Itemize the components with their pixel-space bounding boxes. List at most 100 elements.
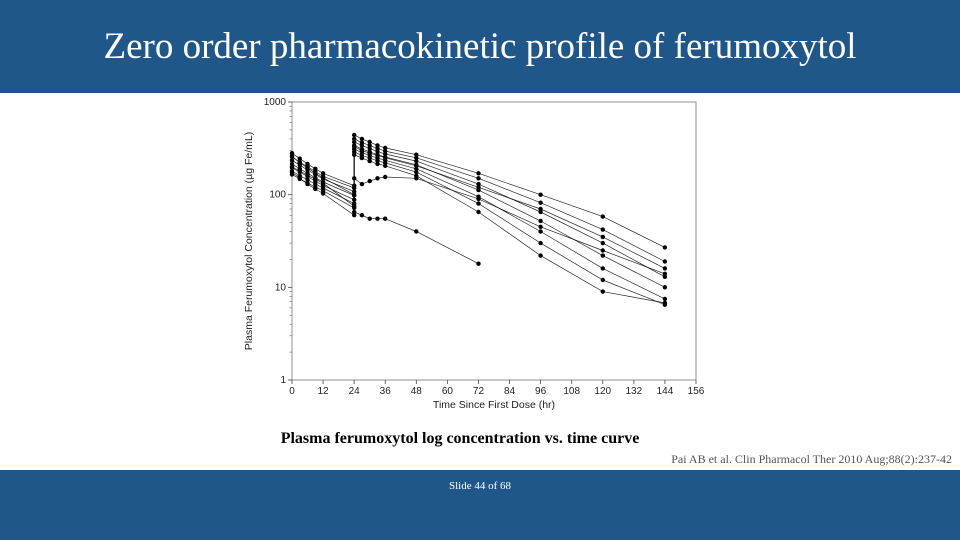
data-point xyxy=(320,191,326,196)
data-point xyxy=(538,253,543,258)
data-point xyxy=(359,143,365,148)
data-point xyxy=(367,158,372,164)
data-point xyxy=(662,266,668,271)
data-point xyxy=(414,158,419,164)
data-point xyxy=(538,206,543,212)
data-point xyxy=(414,155,419,160)
data-point xyxy=(297,160,302,166)
x-tick-label: 144 xyxy=(657,386,674,397)
series-line-2 xyxy=(291,138,666,262)
data-point xyxy=(375,158,380,163)
data-point xyxy=(383,163,388,168)
data-point xyxy=(297,176,302,181)
data-point xyxy=(289,164,295,169)
data-point xyxy=(476,181,481,187)
data-point xyxy=(414,152,419,157)
chart-container: 0 12 24 36 48 60 72 84 96 108 120 132 144 156 1 10 100 10… xyxy=(236,94,706,424)
data-point xyxy=(538,218,543,224)
data-point xyxy=(352,213,357,218)
y-axis-label: Plasma Ferumoxytol Concentration (µg Fe/… xyxy=(243,132,255,350)
data-point xyxy=(359,136,365,142)
data-point xyxy=(359,181,365,187)
data-point xyxy=(414,169,419,175)
data-point xyxy=(476,196,481,202)
x-tick-label: 72 xyxy=(473,386,485,397)
data-point xyxy=(383,174,388,180)
data-point xyxy=(375,149,380,154)
data-point xyxy=(600,214,605,219)
data-point xyxy=(305,165,310,170)
data-point xyxy=(320,175,326,180)
data-point xyxy=(414,163,419,168)
data-point xyxy=(662,259,668,264)
data-point xyxy=(289,169,295,175)
data-point xyxy=(662,285,668,290)
data-point xyxy=(600,253,605,258)
data-point xyxy=(375,153,380,158)
data-point xyxy=(414,229,419,234)
data-point xyxy=(600,248,605,253)
y-tick-label: 10 xyxy=(275,282,287,293)
data-point xyxy=(414,176,419,181)
data-point xyxy=(352,144,357,149)
data-point xyxy=(297,156,302,161)
data-point xyxy=(352,176,357,181)
data-point xyxy=(600,227,605,232)
chart-caption: Plasma ferumoxytol log concentration vs.… xyxy=(280,430,640,447)
data-point xyxy=(538,240,543,246)
data-point xyxy=(476,171,481,176)
x-tick-label: 120 xyxy=(594,386,611,397)
data-point xyxy=(375,161,380,167)
data-point xyxy=(352,136,357,142)
data-point xyxy=(305,181,310,187)
series-line-1 xyxy=(291,134,666,248)
y-tick-label: 1000 xyxy=(264,97,287,108)
data-point xyxy=(352,204,357,209)
data-point xyxy=(662,300,668,306)
data-point xyxy=(538,200,543,205)
data-point xyxy=(375,143,380,148)
series-line-8 xyxy=(291,146,666,269)
data-point xyxy=(600,277,605,283)
slide-number: Slide 44 of 68 xyxy=(448,480,512,492)
x-tick-label: 132 xyxy=(626,386,643,397)
data-point xyxy=(289,154,295,159)
data-point xyxy=(476,185,481,190)
data-point xyxy=(367,143,372,148)
data-point xyxy=(600,240,605,246)
data-point xyxy=(375,176,380,181)
data-point xyxy=(662,271,668,276)
x-tick-label: 12 xyxy=(318,386,330,397)
x-tick-label: 96 xyxy=(535,386,547,397)
data-point xyxy=(367,178,372,184)
series-line-9 xyxy=(291,166,666,275)
x-tick-label: 108 xyxy=(563,386,580,397)
data-point xyxy=(359,213,365,218)
data-point xyxy=(313,171,318,176)
data-point xyxy=(305,173,310,178)
x-tick-label: 84 xyxy=(504,386,516,397)
data-point xyxy=(352,139,357,145)
data-point xyxy=(476,209,481,215)
data-point xyxy=(600,266,605,271)
data-point xyxy=(367,216,372,221)
y-tick-label: 1 xyxy=(280,375,286,386)
data-point xyxy=(320,181,326,186)
slide-title: Zero order pharmacokinetic profile of fe… xyxy=(103,26,857,67)
series-line-4 xyxy=(291,144,666,288)
data-point xyxy=(383,145,388,151)
data-point xyxy=(375,216,380,221)
data-point xyxy=(352,209,357,215)
data-point xyxy=(476,176,481,181)
x-tick-label: 60 xyxy=(442,386,454,397)
x-tick-label: 36 xyxy=(380,386,392,397)
title-bar xyxy=(0,0,960,93)
data-point xyxy=(476,261,481,266)
data-point xyxy=(313,177,318,182)
data-point xyxy=(600,289,605,294)
data-point xyxy=(367,139,372,145)
data-point xyxy=(367,146,372,151)
data-point xyxy=(305,177,310,182)
series-line-3 xyxy=(291,141,666,278)
x-tick-label: 24 xyxy=(349,386,361,397)
